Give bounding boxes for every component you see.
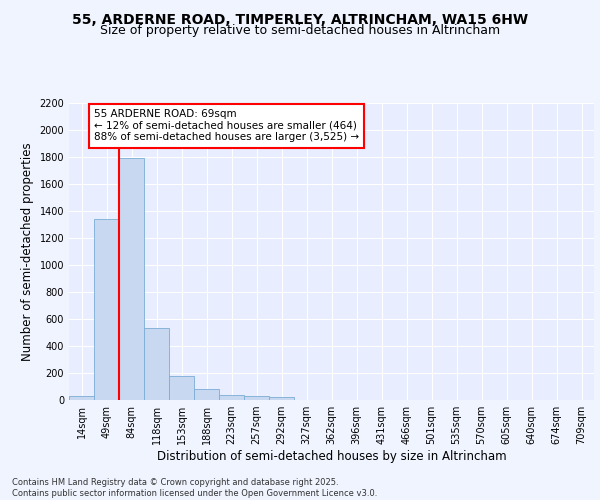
Bar [69,396,94,400]
Bar [144,328,169,400]
Y-axis label: Number of semi-detached properties: Number of semi-detached properties [21,142,34,360]
Bar [94,219,119,400]
Bar [219,396,244,400]
Bar [169,376,194,400]
Bar [194,389,219,400]
Text: Size of property relative to semi-detached houses in Altrincham: Size of property relative to semi-detach… [100,24,500,37]
Text: Contains HM Land Registry data © Crown copyright and database right 2025.
Contai: Contains HM Land Registry data © Crown c… [12,478,377,498]
Text: 55 ARDERNE ROAD: 69sqm
← 12% of semi-detached houses are smaller (464)
88% of se: 55 ARDERNE ROAD: 69sqm ← 12% of semi-det… [94,110,359,142]
Text: 55, ARDERNE ROAD, TIMPERLEY, ALTRINCHAM, WA15 6HW: 55, ARDERNE ROAD, TIMPERLEY, ALTRINCHAM,… [72,12,528,26]
Bar [119,158,144,400]
Bar [244,396,269,400]
Bar [269,398,294,400]
X-axis label: Distribution of semi-detached houses by size in Altrincham: Distribution of semi-detached houses by … [157,450,506,463]
